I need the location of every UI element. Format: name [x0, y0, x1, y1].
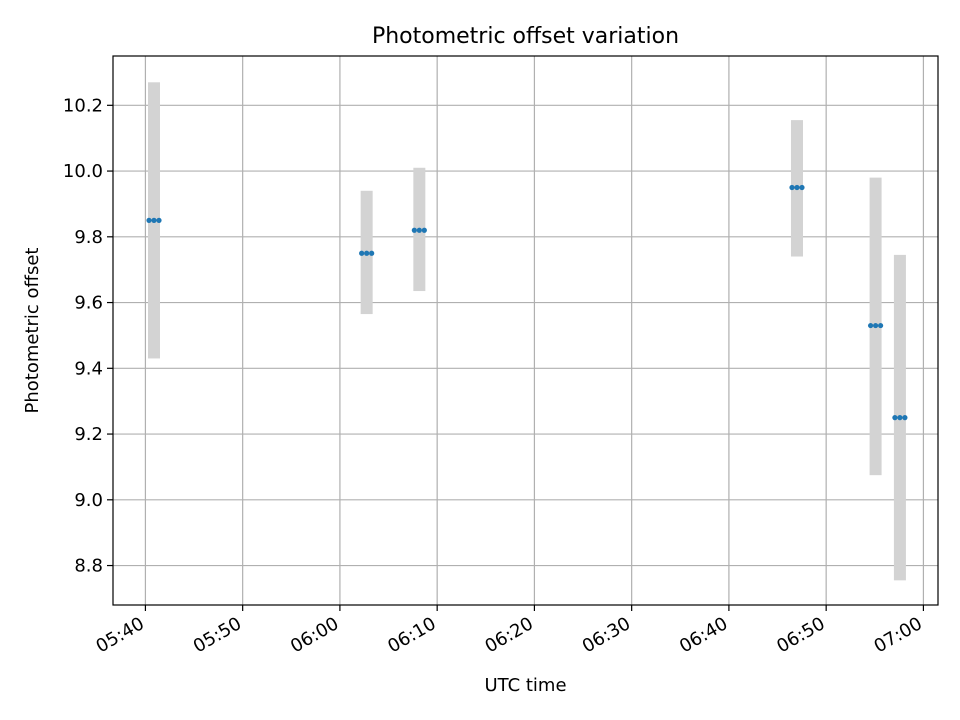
data-point-marker: [872, 322, 879, 329]
grid: [113, 56, 938, 605]
data-point-marker: [421, 227, 427, 233]
y-tick-label: 9.8: [74, 227, 103, 248]
data-point: [789, 184, 805, 191]
y-tick-label: 9.0: [74, 490, 103, 511]
data-point-marker: [794, 184, 800, 191]
y-axis-title: Photometric offset: [22, 248, 43, 414]
data-point-marker: [156, 217, 162, 223]
data-point: [867, 322, 884, 329]
y-tick-label: 9.2: [74, 424, 103, 445]
data-point-marker: [877, 322, 884, 329]
y-tick-label: 10.2: [63, 95, 103, 116]
data-point-marker: [892, 415, 898, 421]
y-tick-label: 8.8: [74, 556, 103, 577]
data-point-marker: [902, 415, 908, 421]
data-point: [146, 217, 162, 223]
y-tick-label: 10.0: [63, 161, 103, 182]
data-point: [359, 250, 375, 256]
data-point-marker: [867, 322, 874, 329]
data-point: [892, 415, 908, 421]
data-point-marker: [359, 250, 365, 256]
data-point-marker: [369, 250, 375, 256]
data-point-marker: [897, 415, 903, 421]
error-bars: [148, 82, 906, 581]
plot-frame: [112, 55, 939, 606]
data-point-marker: [416, 227, 422, 233]
data-point-marker: [151, 217, 157, 223]
data-point-marker: [146, 217, 152, 223]
data-point-marker: [364, 250, 370, 256]
chart-title: Photometric offset variation: [372, 24, 679, 49]
data-points: [146, 184, 908, 421]
y-axis-ticks: 8.8 9.0 9.2 9.4 9.6 9.8 10.0 10.2: [63, 95, 113, 577]
y-tick-label: 9.6: [74, 293, 103, 314]
data-point-marker: [411, 227, 417, 233]
x-axis-title: UTC time: [484, 675, 566, 696]
data-point: [411, 227, 427, 233]
y-tick-label: 9.4: [74, 358, 103, 379]
data-point-marker: [799, 184, 805, 191]
data-point-marker: [789, 184, 795, 191]
